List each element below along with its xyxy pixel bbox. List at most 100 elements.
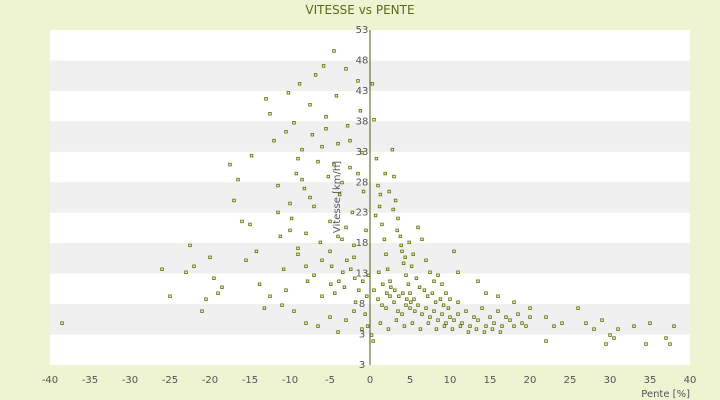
scatter-point <box>410 321 415 325</box>
scatter-point <box>289 216 294 221</box>
scatter-point <box>432 279 436 283</box>
scatter-point <box>648 321 652 325</box>
scatter-point <box>296 246 300 251</box>
scatter-point <box>528 315 532 319</box>
x-tick-label: 15 <box>484 375 497 386</box>
scatter-point <box>444 291 448 295</box>
y-tick-label: 18 <box>356 238 369 249</box>
scatter-point <box>482 330 487 334</box>
scatter-point <box>411 252 415 257</box>
scatter-point <box>380 222 384 227</box>
scatter-point <box>249 153 254 158</box>
scatter-point <box>284 129 288 134</box>
scatter-point <box>352 243 356 248</box>
scatter-point <box>268 112 272 116</box>
scatter-point <box>434 327 439 331</box>
scatter-point <box>357 288 361 292</box>
scatter-point <box>377 204 382 209</box>
x-tick-label: 20 <box>524 375 537 386</box>
scatter-point <box>361 279 365 283</box>
scatter-point <box>496 294 500 298</box>
scatter-point <box>456 300 460 304</box>
scatter-point <box>420 312 424 316</box>
scatter-point <box>484 291 488 295</box>
scatter-point <box>304 264 308 268</box>
scatter-point <box>348 138 352 143</box>
scatter-point <box>360 327 364 331</box>
scatter-point <box>432 309 436 313</box>
scatter-point <box>384 306 388 310</box>
scatter-point <box>288 228 292 233</box>
scatter-point <box>349 267 353 271</box>
scatter-point <box>396 216 400 221</box>
x-tick-label: 35 <box>644 375 657 386</box>
scatter-point <box>424 306 428 310</box>
scatter-point <box>328 315 332 319</box>
scatter-point <box>353 276 357 280</box>
scatter-point <box>393 288 397 292</box>
y-tick-label: 38 <box>356 116 369 127</box>
scatter-point <box>333 291 337 295</box>
scatter-point <box>208 255 212 260</box>
scatter-point <box>348 165 352 170</box>
scatter-point <box>336 234 340 239</box>
x-tick-label: -15 <box>242 375 258 386</box>
chart-title: VITESSE vs PENTE <box>305 3 414 17</box>
scatter-point <box>417 285 422 289</box>
scatter-point <box>409 300 413 304</box>
scatter-point <box>372 118 376 122</box>
scatter-point <box>401 261 406 266</box>
scatter-point <box>284 288 288 292</box>
scatter-point <box>584 321 588 325</box>
x-tick-label: -30 <box>122 375 138 386</box>
scatter-point <box>352 309 356 313</box>
scatter-point <box>228 162 232 167</box>
scatter-point <box>422 288 427 292</box>
scatter-point <box>337 192 342 197</box>
scatter-point <box>328 249 332 254</box>
scatter-point <box>391 207 395 212</box>
scatter-point <box>204 297 208 301</box>
scatter-point <box>552 324 556 328</box>
scatter-point <box>292 121 296 125</box>
scatter-point <box>436 273 440 277</box>
scatter-point <box>592 327 596 331</box>
scatter-point <box>406 282 411 286</box>
scatter-point <box>320 144 324 149</box>
scatter-point <box>392 300 396 304</box>
scatter-point <box>313 73 318 77</box>
scatter-point <box>60 321 64 325</box>
scatter-point <box>363 312 367 316</box>
scatter-point <box>468 324 472 328</box>
scatter-point <box>512 324 516 328</box>
x-tick-label: -40 <box>42 375 58 386</box>
scatter-point <box>450 327 455 331</box>
scatter-point <box>272 138 276 143</box>
scatter-point <box>377 270 381 274</box>
scatter-point <box>395 228 399 233</box>
scatter-point <box>392 174 396 179</box>
y-tick-label: 43 <box>356 86 369 97</box>
scatter-point <box>337 279 341 283</box>
scatter-point <box>644 342 648 346</box>
scatter-point <box>476 318 480 322</box>
scatter-point <box>440 312 444 316</box>
scatter-point <box>358 109 363 113</box>
scatter-point <box>400 312 404 316</box>
scatter-point <box>324 127 328 131</box>
scatter-point <box>664 336 668 340</box>
scatter-point <box>276 183 280 188</box>
scatter-point <box>286 91 291 95</box>
scatter-point <box>216 291 220 295</box>
scatter-point <box>386 327 391 331</box>
scatter-point <box>380 303 384 307</box>
scatter-point <box>232 198 236 203</box>
scatter-point <box>448 315 452 319</box>
scatter-point <box>292 309 296 313</box>
scatter-point <box>328 219 332 224</box>
scatter-point <box>321 64 326 68</box>
y-tick-label: 48 <box>356 55 369 66</box>
scatter-point <box>316 159 320 164</box>
scatter-points <box>60 49 676 346</box>
